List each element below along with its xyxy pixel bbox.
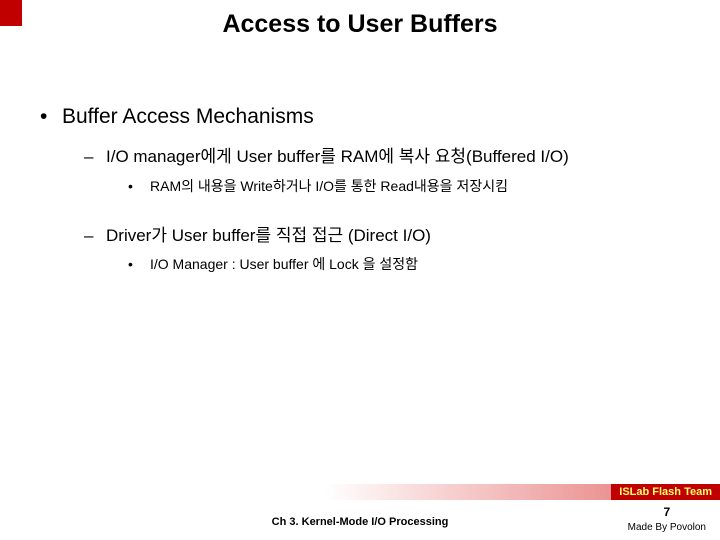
footer-right: 7 Made By Povolon — [628, 505, 706, 534]
bullet-icon: • — [128, 178, 150, 194]
footer-badge-text: ISLab Flash Team — [619, 486, 712, 498]
dash-icon: – — [84, 224, 106, 249]
bullet-lvl1: • Buffer Access Mechanisms — [40, 105, 680, 129]
bullet-lvl3: • RAM의 내용을 Write하거나 I/O를 통한 Read내용을 저장시킴 — [128, 176, 680, 196]
lvl2-text: Driver가 User buffer를 직접 접근 (Direct I/O) — [106, 224, 431, 249]
footer-chapter: Ch 3. Kernel-Mode I/O Processing — [0, 516, 720, 528]
lvl2-text: I/O manager에게 User buffer를 RAM에 복사 요청(Bu… — [106, 145, 569, 170]
footer-bar: ISLab Flash Team — [0, 484, 720, 500]
bullet-lvl3: • I/O Manager : User buffer 에 Lock 을 설정함 — [128, 254, 680, 274]
lvl1-text: Buffer Access Mechanisms — [62, 105, 314, 129]
page-number: 7 — [628, 505, 706, 521]
bullet-icon: • — [40, 105, 62, 129]
footer-badge: ISLab Flash Team — [611, 484, 720, 500]
footer-credit: Made By Povolon — [628, 521, 706, 534]
body: • Buffer Access Mechanisms – I/O manager… — [40, 105, 680, 302]
slide-title: Access to User Buffers — [0, 10, 720, 39]
lvl3-text: RAM의 내용을 Write하거나 I/O를 통한 Read내용을 저장시킴 — [150, 176, 508, 196]
bullet-lvl2: – I/O manager에게 User buffer를 RAM에 복사 요청(… — [84, 145, 680, 170]
dash-icon: – — [84, 145, 106, 170]
slide: Access to User Buffers • Buffer Access M… — [0, 0, 720, 540]
bullet-lvl2: – Driver가 User buffer를 직접 접근 (Direct I/O… — [84, 224, 680, 249]
lvl3-text: I/O Manager : User buffer 에 Lock 을 설정함 — [150, 254, 418, 274]
bullet-icon: • — [128, 256, 150, 272]
